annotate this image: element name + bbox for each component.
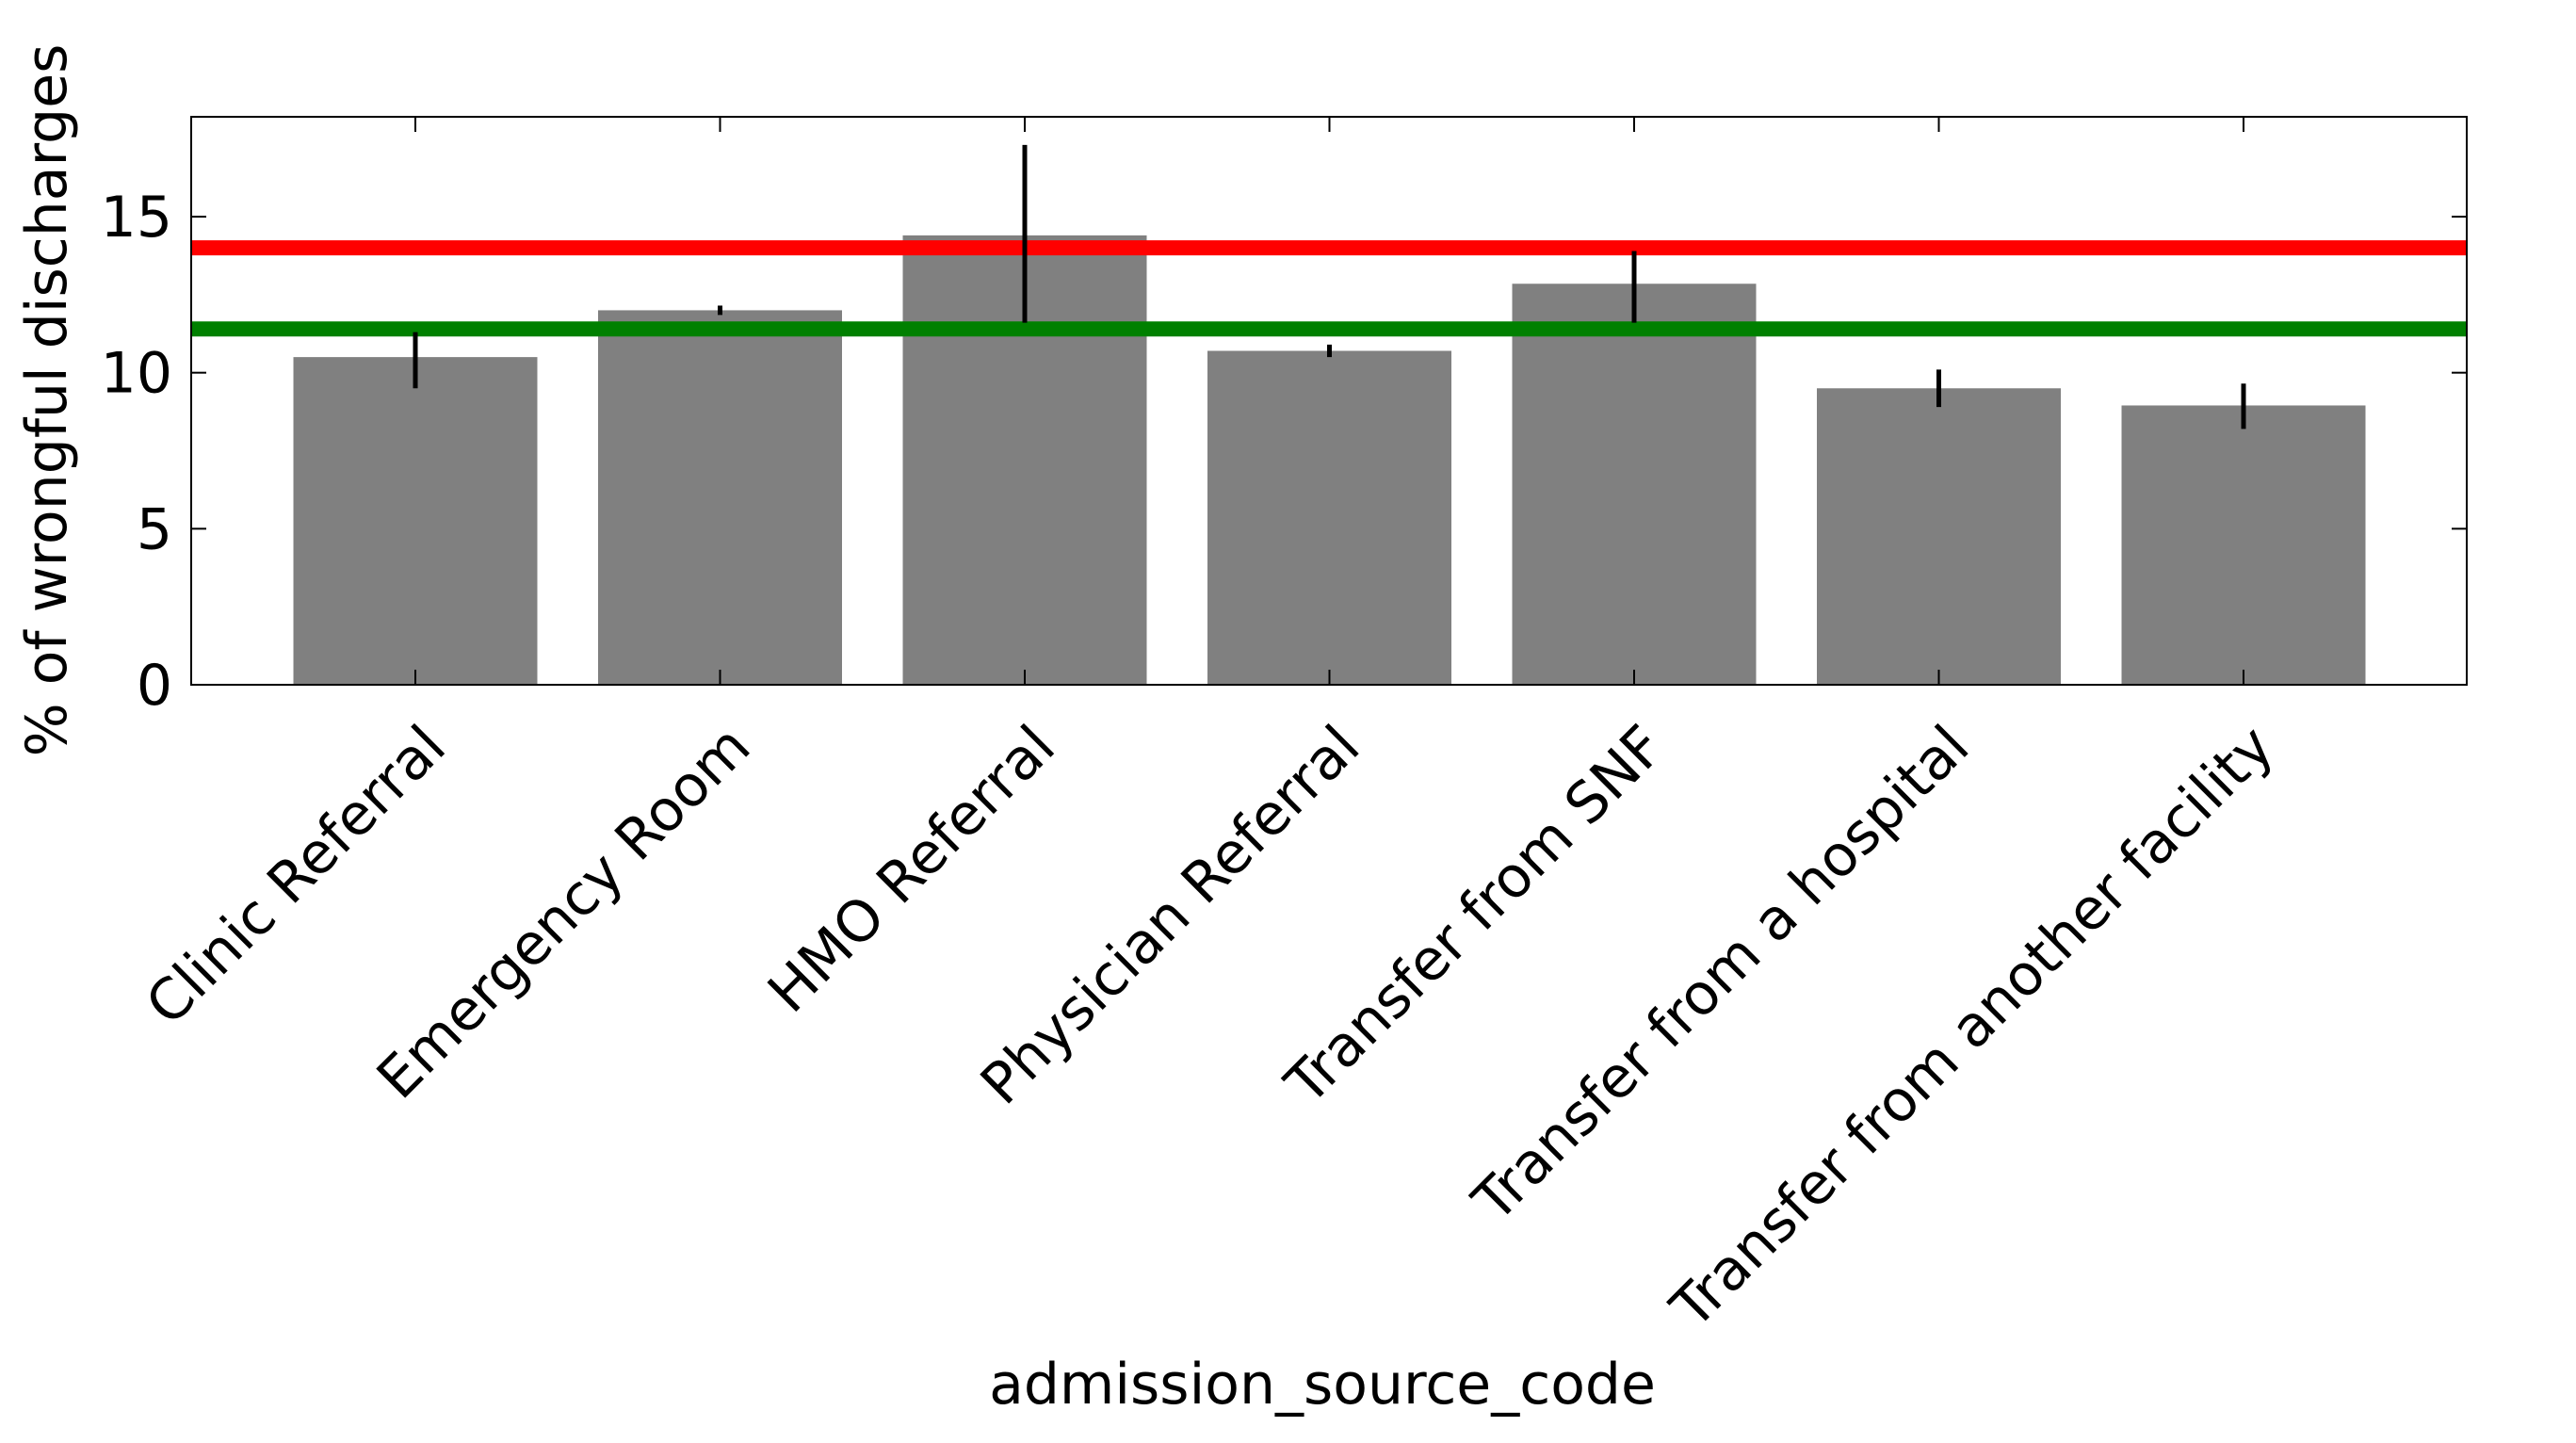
bars-layer — [293, 235, 2366, 685]
y-axis-title: % of wrongful discharges — [14, 44, 80, 757]
y-tick-label-10: 10 — [101, 341, 172, 407]
bar-2 — [598, 310, 842, 685]
bar-7 — [2121, 405, 2366, 685]
x-axis-title: admission_source_code — [989, 1352, 1656, 1418]
y-tick-label-15: 15 — [101, 185, 172, 251]
y-tick-label-0: 0 — [137, 653, 172, 719]
bar-6 — [1817, 388, 2061, 685]
x-tick-label-3: HMO Referral — [755, 713, 1068, 1026]
y-tick-label-5: 5 — [137, 496, 172, 562]
labels-layer: admission_source_code % of wrongful disc… — [14, 44, 1656, 1418]
x-tick-label-7: Transfer from another facility — [1658, 713, 2286, 1341]
x-tick-label-6: Transfer from a hospital — [1460, 713, 1982, 1235]
bar-5 — [1512, 284, 1757, 685]
reference-lines-layer — [191, 240, 2467, 337]
bar-4 — [1207, 350, 1451, 685]
bar-1 — [293, 357, 538, 685]
x-tick-label-1: Clinic Referral — [134, 713, 459, 1038]
error-bars-layer — [413, 144, 2246, 430]
